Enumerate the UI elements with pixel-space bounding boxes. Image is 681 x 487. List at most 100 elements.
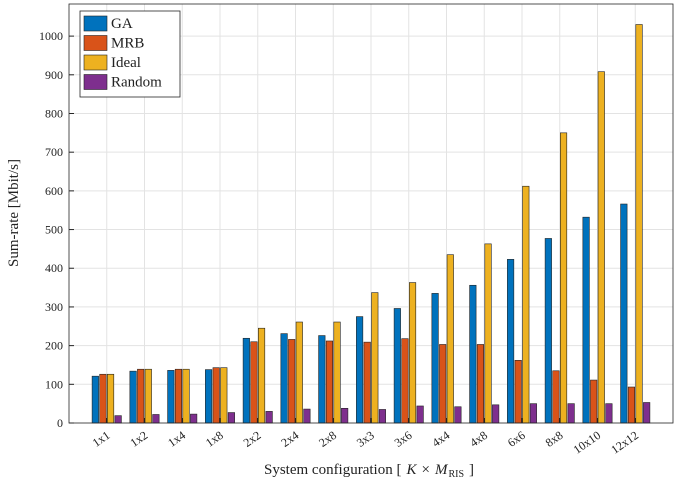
bar <box>590 379 598 424</box>
bar <box>341 407 349 424</box>
bar <box>114 415 122 424</box>
bar <box>544 238 552 424</box>
x-tick-label: 1x8 <box>203 428 226 450</box>
bar <box>416 405 424 424</box>
bar <box>152 414 160 424</box>
bar <box>182 368 190 424</box>
x-tick-label: 2x2 <box>241 428 264 450</box>
bar <box>378 409 386 424</box>
bar <box>567 403 575 424</box>
y-tick-label: 0 <box>57 416 63 430</box>
bar <box>529 403 537 424</box>
bar <box>242 337 250 424</box>
bar <box>408 282 417 424</box>
x-axis-label-part: × <box>421 462 429 478</box>
bar <box>265 411 273 424</box>
bar <box>212 367 220 424</box>
bar <box>107 373 115 424</box>
bar <box>507 259 515 424</box>
bar <box>627 386 636 424</box>
bar <box>91 375 99 424</box>
x-tick-label: 3x6 <box>392 428 415 450</box>
bar <box>356 316 364 424</box>
x-tick-label: 1x4 <box>165 428 188 450</box>
bar <box>363 341 371 424</box>
bar <box>492 404 500 424</box>
x-tick-label: 1x1 <box>90 428 113 450</box>
bar <box>205 369 213 424</box>
x-tick-label: 2x4 <box>278 428 301 450</box>
x-tick-label: 1x2 <box>127 428 150 450</box>
bar <box>190 413 198 424</box>
x-axis-label-part: K <box>405 462 417 478</box>
bar <box>393 308 401 424</box>
y-tick-label: 900 <box>45 68 63 82</box>
bar <box>220 367 228 424</box>
bar <box>280 333 288 424</box>
x-tick-label: 6x6 <box>505 428 528 450</box>
bar <box>484 243 492 424</box>
y-tick-label: 1000 <box>39 29 63 43</box>
bar <box>257 327 266 424</box>
bar <box>643 402 651 424</box>
bar <box>446 254 454 424</box>
bar <box>303 408 311 424</box>
bar <box>99 373 107 424</box>
legend-swatch <box>83 15 108 32</box>
bar <box>371 292 379 424</box>
bar <box>522 185 530 424</box>
axes-box <box>68 3 674 424</box>
bar <box>144 368 152 424</box>
x-tick-label: 3x3 <box>354 428 377 450</box>
bar <box>333 321 341 424</box>
x-axis-label-part: ] <box>469 462 474 478</box>
y-tick-label: 400 <box>45 261 63 275</box>
bar <box>469 284 477 424</box>
x-tick-label: 2x8 <box>316 428 339 450</box>
legend-label: Ideal <box>111 55 141 71</box>
x-axis-label: System configuration [K × MRIS] <box>264 462 474 480</box>
legend-swatch <box>83 35 108 51</box>
y-tick-label: 300 <box>45 300 63 314</box>
y-tick-label: 100 <box>45 377 63 391</box>
x-tick-label: 8x8 <box>543 428 566 450</box>
x-tick-label: 12x12 <box>608 428 641 457</box>
bar <box>227 412 235 424</box>
bar <box>514 360 522 424</box>
x-tick-label: 4x4 <box>429 428 452 450</box>
bar <box>288 339 296 424</box>
bar <box>439 344 447 424</box>
bar <box>174 368 182 424</box>
legend-swatch <box>83 74 108 90</box>
legend-swatch <box>83 54 108 71</box>
x-axis-label-part: System configuration [ <box>264 462 401 478</box>
bar <box>635 24 643 424</box>
x-axis-label-part: M <box>434 462 449 478</box>
bar <box>401 338 409 424</box>
bar <box>454 406 462 424</box>
bar <box>325 340 334 424</box>
bar <box>476 344 485 424</box>
bar <box>129 370 137 424</box>
bar <box>318 335 326 424</box>
bar <box>605 403 613 424</box>
y-tick-label: 700 <box>45 145 63 159</box>
legend-label: Random <box>111 75 162 91</box>
y-tick-label: 800 <box>45 106 63 120</box>
bar <box>250 341 258 424</box>
bar <box>582 216 590 424</box>
bar <box>597 71 605 424</box>
legend-label: MRB <box>111 36 144 52</box>
y-tick-label: 200 <box>45 339 63 353</box>
legend: GA MRB Ideal Random <box>79 10 181 98</box>
legend-label: GA <box>111 16 133 32</box>
bar <box>620 203 628 424</box>
bar <box>137 368 145 424</box>
bar <box>295 321 303 424</box>
x-axis-label-part: RIS <box>448 469 464 480</box>
bar <box>552 370 560 424</box>
x-tick-label: 10x10 <box>571 428 604 457</box>
y-axis-label: Sum-rate [Mbit/s] <box>6 159 22 267</box>
bar <box>431 293 439 424</box>
